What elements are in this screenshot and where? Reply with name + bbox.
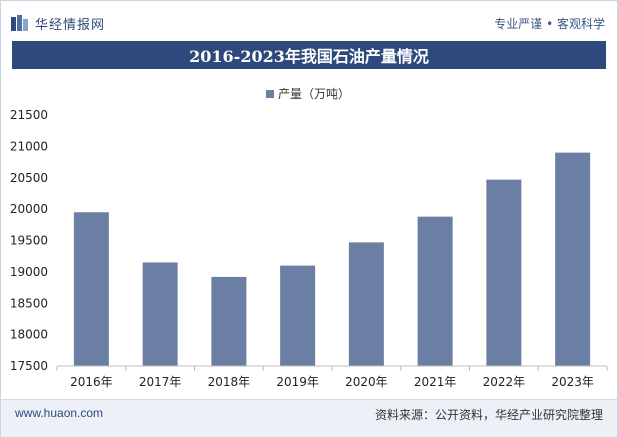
y-tick-label: 17500 xyxy=(10,359,48,373)
header: 华经情报网 专业严谨 • 客观科学 xyxy=(1,1,617,41)
bar xyxy=(417,216,453,366)
bar xyxy=(142,262,178,366)
bars xyxy=(73,152,591,366)
footer-url: www.huaon.com xyxy=(15,406,104,420)
slogan: 专业严谨 • 客观科学 xyxy=(494,17,605,31)
bar xyxy=(73,212,109,366)
x-tick-label: 2019年 xyxy=(276,375,319,389)
x-tick-label: 2017年 xyxy=(139,375,182,389)
y-tick-label: 21000 xyxy=(10,139,48,153)
y-tick-label: 19000 xyxy=(10,265,48,279)
x-tick-label: 2020年 xyxy=(345,375,388,389)
y-tick-label: 20500 xyxy=(10,171,48,185)
legend-label: 产量（万吨） xyxy=(278,87,350,101)
y-tick-label: 18000 xyxy=(10,328,48,342)
chart-title: 2016-2023年我国石油产量情况 xyxy=(12,41,606,69)
x-tick-label: 2023年 xyxy=(551,375,594,389)
bar xyxy=(348,242,384,366)
y-tick-label: 18500 xyxy=(10,296,48,310)
y-tick-label: 21500 xyxy=(10,108,48,122)
footer: www.huaon.com 资料来源：公开资料，华经产业研究院整理 xyxy=(1,399,617,437)
y-axis: 17500 18000 18500 19000 19500 20000 20500 21000… xyxy=(10,108,48,373)
bar xyxy=(211,276,247,366)
bar xyxy=(555,152,591,366)
y-tick-label: 19500 xyxy=(10,234,48,248)
x-tick-label: 2021年 xyxy=(414,375,457,389)
x-tick-label: 2022年 xyxy=(483,375,526,389)
x-tick-label: 2018年 xyxy=(208,375,251,389)
legend: 产量（万吨） xyxy=(266,87,350,101)
bar-chart: 产量（万吨） 17500 18000 18500 19000 19500 20000 205… xyxy=(10,87,608,389)
x-axis: 2016年 2017年 2018年 2019年 2020年 2021年 2022年 2023年 xyxy=(56,365,608,389)
bar xyxy=(280,265,316,366)
legend-swatch xyxy=(266,90,274,98)
logo-text: 华经情报网 xyxy=(35,17,106,33)
logo-icon xyxy=(11,15,28,31)
logo: 华经情报网 xyxy=(11,14,106,33)
x-tick-label: 2016年 xyxy=(70,375,113,389)
y-tick-label: 20000 xyxy=(10,202,48,216)
bar xyxy=(486,179,522,366)
footer-source: 资料来源：公开资料，华经产业研究院整理 xyxy=(374,408,603,422)
